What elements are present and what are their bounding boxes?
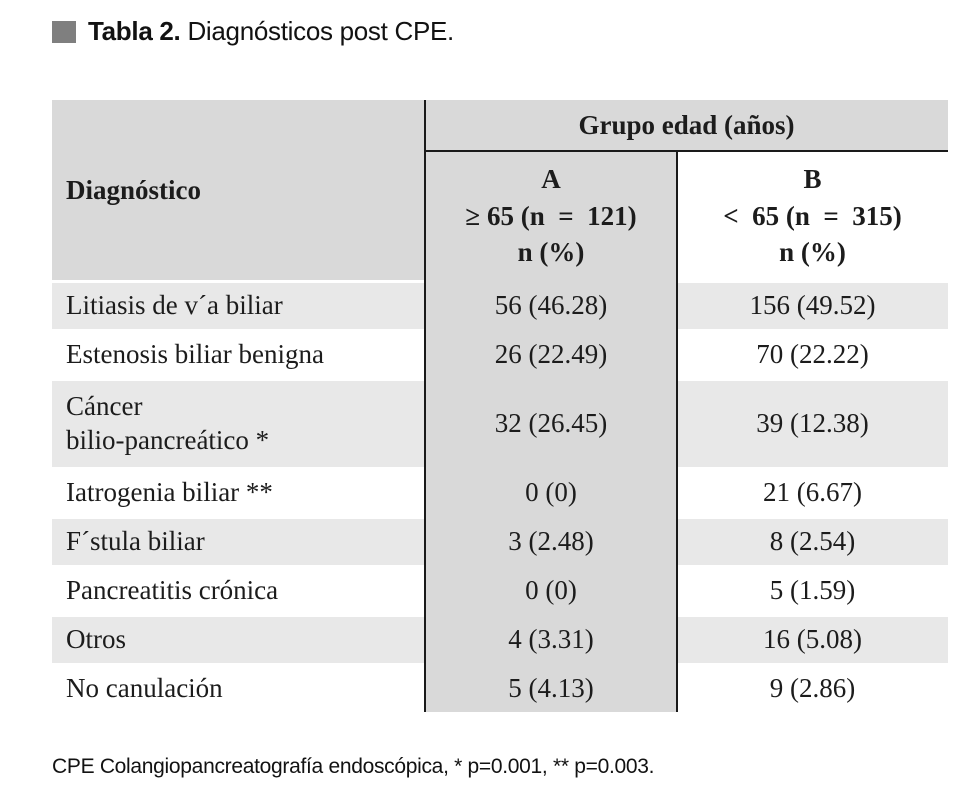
table-footnote: CPE Colangiopancreatografía endoscópica,…: [52, 755, 655, 778]
table-row: Estenosis biliar benigna 26 (22.49) 70 (…: [52, 332, 948, 378]
table-row: Cáncer bilio-pancreático * 32 (26.45) 39…: [52, 381, 948, 467]
table-body: Litiasis de v´a biliar 56 (46.28) 156 (4…: [52, 283, 948, 712]
row-value-a: 4 (3.31): [508, 624, 594, 655]
header-grupo-edad: Grupo edad (años): [425, 100, 948, 152]
row-value-b: 70 (22.22): [677, 332, 948, 378]
diagnostics-table: Diagnóstico Grupo edad (años) A ≥ 65 (n …: [52, 100, 948, 712]
square-bullet-icon: [52, 20, 76, 43]
vertical-rule-left: [424, 100, 426, 712]
row-label: Cáncer bilio-pancreático *: [52, 381, 425, 467]
row-value-a: 5 (4.13): [508, 673, 594, 704]
table-title-caption: Diagnósticos post CPE.: [187, 16, 454, 46]
row-value-b: 5 (1.59): [677, 568, 948, 614]
row-value-b: 9 (2.86): [677, 666, 948, 712]
row-label: No canulación: [52, 666, 425, 712]
table-row: Iatrogenia biliar ** 0 (0) 21 (6.67): [52, 470, 948, 516]
row-value-a: 26 (22.49): [494, 339, 608, 370]
row-label: Estenosis biliar benigna: [52, 332, 425, 378]
table-row: Otros 4 (3.31) 16 (5.08): [52, 617, 948, 663]
row-value-a: 32 (26.45): [494, 408, 608, 439]
row-label: F´stula biliar: [52, 519, 425, 565]
table-header: Diagnóstico Grupo edad (años) A ≥ 65 (n …: [52, 100, 948, 280]
row-value-b: 156 (49.52): [677, 283, 948, 329]
row-value-b: 8 (2.54): [677, 519, 948, 565]
table-row: Pancreatitis crónica 0 (0) 5 (1.59): [52, 568, 948, 614]
table-title-prefix: Tabla 2.: [88, 16, 181, 46]
header-diagnostico: Diagnóstico: [52, 100, 425, 280]
header-group-a: A ≥ 65 (n = 121) n (%): [465, 164, 637, 268]
vertical-rule-right: [676, 152, 678, 712]
row-label: Iatrogenia biliar **: [52, 470, 425, 516]
table-row: Litiasis de v´a biliar 56 (46.28) 156 (4…: [52, 283, 948, 329]
row-value-a: 3 (2.48): [508, 526, 594, 557]
row-value-b: 21 (6.67): [677, 470, 948, 516]
table-row: No canulación 5 (4.13) 9 (2.86): [52, 666, 948, 712]
column-a-background: [426, 100, 676, 712]
row-value-b: 39 (12.38): [677, 381, 948, 467]
row-label: Litiasis de v´a biliar: [52, 283, 425, 329]
table-title: Tabla 2. Diagnósticos post CPE.: [52, 16, 454, 47]
row-value-a: 0 (0): [525, 575, 577, 606]
row-value-b: 16 (5.08): [677, 617, 948, 663]
table-row: F´stula biliar 3 (2.48) 8 (2.54): [52, 519, 948, 565]
row-value-a: 0 (0): [525, 477, 577, 508]
row-label: Pancreatitis crónica: [52, 568, 425, 614]
header-group-b: B < 65 (n = 315) n (%): [677, 152, 948, 280]
table-title-text: Tabla 2. Diagnósticos post CPE.: [88, 16, 454, 47]
row-value-a: 56 (46.28): [494, 290, 608, 321]
row-label: Otros: [52, 617, 425, 663]
